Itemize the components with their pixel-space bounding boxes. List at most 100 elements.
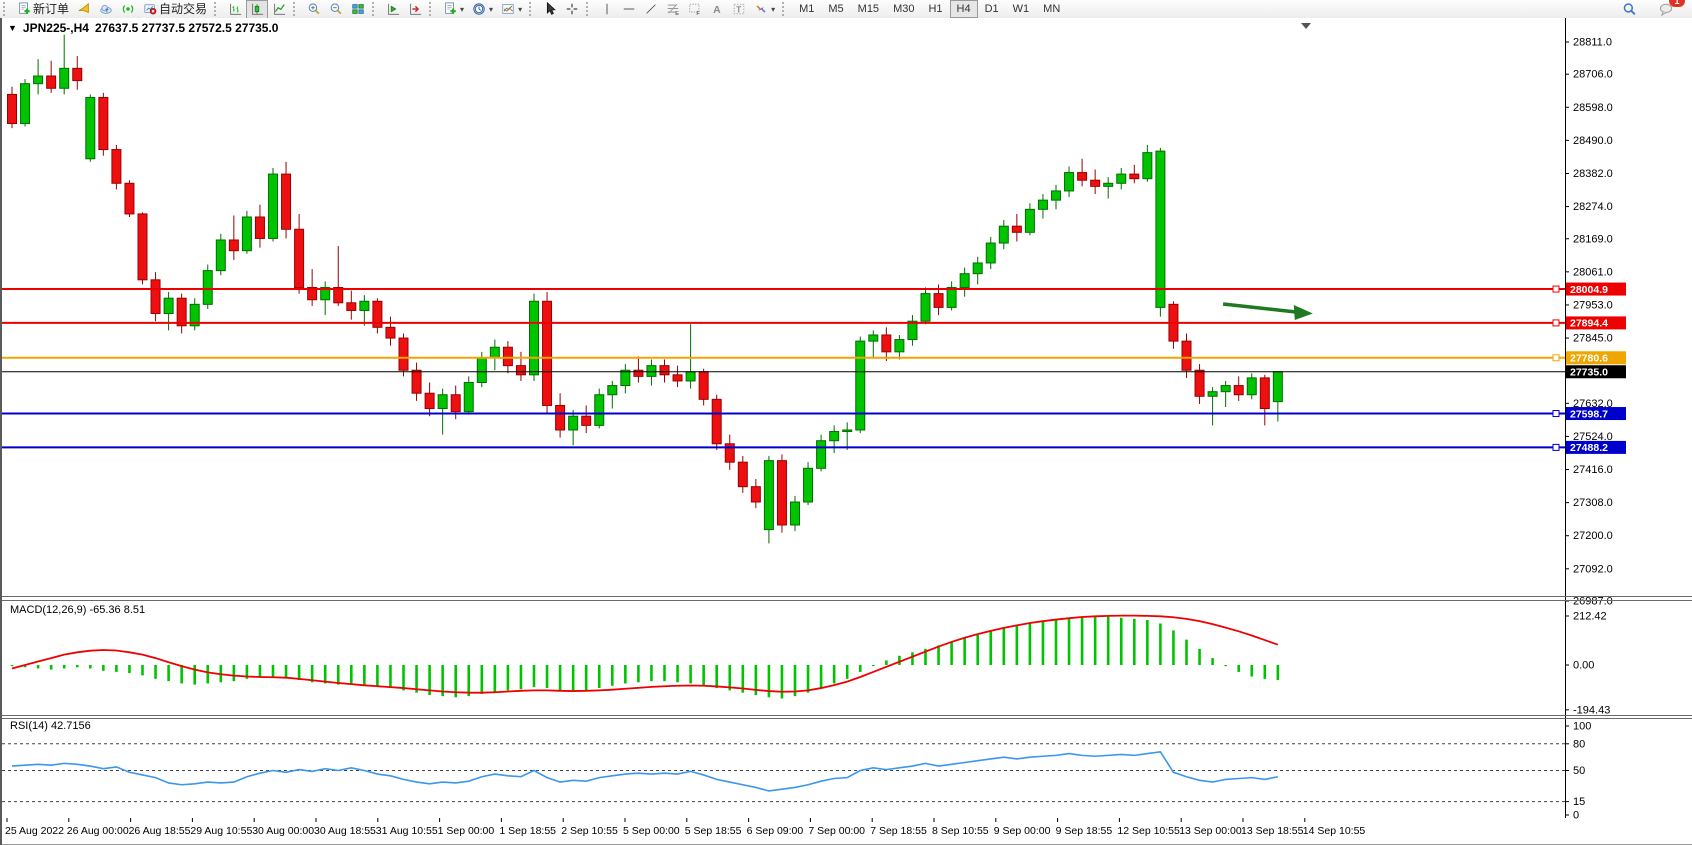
text-label-icon: T	[732, 2, 746, 16]
new-order-label: 新订单	[33, 1, 70, 16]
line-drag-handle[interactable]	[1552, 319, 1560, 327]
toolbar-auto-trading-button[interactable]: 自动交易	[139, 0, 211, 19]
toolbar-horizontal-line-button[interactable]	[618, 0, 640, 19]
toolbar-publish-button[interactable]	[95, 0, 117, 19]
price-line-label: 27780.6	[1570, 353, 1608, 365]
timeframe-MN-button[interactable]: MN	[1043, 3, 1061, 15]
candle	[790, 495, 800, 532]
line-drag-handle[interactable]	[1552, 410, 1560, 418]
candle	[803, 462, 814, 506]
candle	[881, 327, 892, 362]
candle	[946, 281, 957, 311]
toolbar-zoom-out-button[interactable]	[325, 0, 347, 19]
x-axis-label: 6 Sep 09:00	[747, 825, 804, 837]
y-axis-tick-label: 27845.0	[1573, 333, 1613, 345]
timeframe-H4-button[interactable]: H4	[949, 0, 978, 18]
toolbar-sound-alert-button[interactable]	[73, 0, 95, 19]
candle	[568, 410, 579, 446]
bar-chart-mode-icon	[228, 2, 242, 16]
notification-count-badge: 1	[1669, 0, 1685, 7]
auto-trading-label: 自动交易	[159, 1, 208, 16]
candle	[163, 292, 174, 331]
toolbar-crosshair-button[interactable]	[561, 0, 583, 19]
toolbar-chart-forward-button[interactable]	[382, 0, 404, 19]
rsi-panel: 100 80 50 15 0	[2, 721, 1591, 822]
toolbar-cursor-button[interactable]	[539, 0, 561, 19]
candle	[594, 388, 605, 429]
toolbar-new-order-button[interactable]: 新订单	[13, 0, 73, 19]
notifications-icon	[1659, 2, 1674, 17]
candlestick-series	[7, 34, 1283, 544]
candle	[816, 434, 827, 472]
toolbar-text-button[interactable]: A	[706, 0, 728, 19]
toolbar-search-button[interactable]	[1618, 0, 1641, 19]
toolbar-arrows-button[interactable]: ▾	[750, 0, 779, 19]
indicators-list-icon	[443, 2, 457, 16]
candle	[228, 215, 239, 260]
price-lines: 28004.9 27894.4 27780.6 27735.0 27598.7 27488…	[2, 282, 1626, 454]
toolbar-indicators-list-button[interactable]: ▾	[439, 0, 468, 19]
toolbar-notifications-button[interactable]: 1	[1655, 0, 1685, 19]
toolbar-vertical-line-button[interactable]	[596, 0, 618, 19]
timeframe-W1-button[interactable]: W1	[1012, 3, 1030, 15]
y-axis-tick-label: 27416.0	[1573, 464, 1613, 476]
candle	[1051, 184, 1061, 210]
toolbar-zoom-in-button[interactable]	[303, 0, 325, 19]
toolbar-group-separator	[372, 2, 379, 16]
candle	[829, 425, 840, 453]
timeframe-M30-button[interactable]: M30	[893, 3, 915, 15]
candle	[7, 86, 17, 129]
candle	[842, 422, 853, 450]
toolbar-templates-button[interactable]: ▾	[497, 0, 526, 19]
y-axis-tick-label: 27200.0	[1573, 530, 1613, 542]
rsi-axis-label: 15	[1573, 796, 1585, 808]
line-drag-handle[interactable]	[1552, 354, 1560, 362]
candle	[372, 298, 383, 334]
candle	[1194, 364, 1205, 404]
price-line-label-box	[1566, 316, 1626, 330]
candle	[33, 59, 44, 95]
chevron-down-icon[interactable]: ▾	[518, 4, 523, 14]
toolbar-periods-button[interactable]: ▾	[468, 0, 497, 19]
candlestick-mode-icon	[250, 2, 264, 16]
trend-arrow-annotation[interactable]	[1222, 302, 1313, 320]
chevron-down-icon[interactable]: ▾	[460, 4, 465, 14]
rsi-axis-label: 80	[1573, 738, 1585, 750]
toolbar-group-separator	[293, 2, 300, 16]
toolbar-chart-end-button[interactable]	[404, 0, 426, 19]
timeframe-H1-button[interactable]: H1	[928, 3, 943, 15]
svg-text:A: A	[713, 4, 721, 16]
toolbar-candlestick-mode-button[interactable]	[246, 0, 269, 19]
candle	[515, 351, 526, 381]
toolbar-signals-button[interactable]	[117, 0, 139, 19]
toolbar-text-label-button[interactable]: T	[728, 0, 750, 19]
chevron-down-icon[interactable]: ▾	[489, 4, 494, 14]
x-axis-label: 1 Sep 00:00	[438, 825, 495, 837]
search-icon	[1622, 2, 1637, 17]
timeframe-D1-button[interactable]: D1	[984, 3, 999, 15]
price-line-label-box	[1566, 365, 1626, 379]
timeframe-M5-button[interactable]: M5	[828, 3, 844, 15]
toolbar-line-chart-mode-button[interactable]	[268, 0, 290, 19]
chart-canvas[interactable]: 28811.0 28706.0 28598.0 28490.0 28382.0 28274…	[2, 18, 1692, 845]
timeframe-M15-button[interactable]: M15	[857, 3, 880, 15]
candle	[294, 213, 305, 294]
price-line-label: 27735.0	[1570, 367, 1608, 379]
line-drag-handle[interactable]	[1552, 285, 1560, 293]
x-axis-label: 12 Sep 10:55	[1117, 825, 1180, 837]
toolbar-equidistant-channel-button[interactable]: F	[684, 0, 706, 19]
toolbar-fibonacci-button[interactable]: E	[662, 0, 684, 19]
timeframe-M1-button[interactable]: M1	[799, 3, 815, 15]
toolbar-trend-line-button[interactable]	[640, 0, 662, 19]
chevron-down-icon[interactable]: ▾	[771, 4, 776, 14]
svg-text:F: F	[696, 11, 700, 16]
toolbar-tile-windows-button[interactable]	[347, 0, 369, 19]
chevron-down-icon[interactable]: ▼	[8, 23, 17, 33]
line-drag-handle[interactable]	[1552, 443, 1560, 451]
candle	[320, 281, 331, 316]
chart-shift-marker[interactable]	[1301, 23, 1311, 29]
fibonacci-icon: E	[666, 2, 680, 16]
toolbar-bar-chart-mode-button[interactable]	[224, 0, 246, 19]
x-axis-label: 29 Aug 10:55	[190, 825, 252, 837]
x-axis-label: 9 Sep 18:55	[1056, 825, 1113, 837]
